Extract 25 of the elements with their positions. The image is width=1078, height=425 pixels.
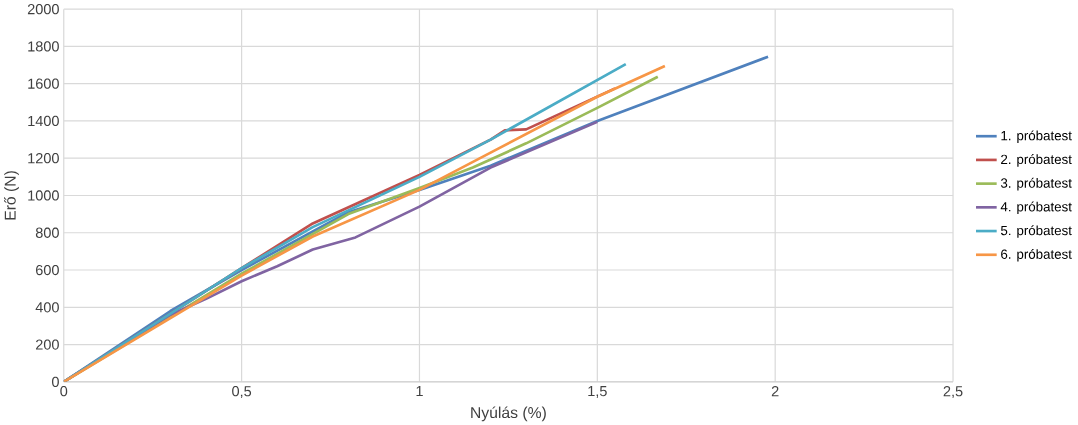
x-tick-label: 0,5 bbox=[232, 385, 252, 398]
legend-label: 5. próbatest bbox=[1000, 225, 1072, 238]
y-tick-label: 1200 bbox=[28, 152, 59, 164]
y-tick-label: 400 bbox=[35, 302, 59, 313]
y-tick-label: 800 bbox=[35, 227, 59, 238]
y-tick-label: 600 bbox=[36, 264, 59, 276]
y-tick-label: 1800 bbox=[28, 41, 59, 52]
y-tick-label: 2000 bbox=[27, 3, 59, 15]
y-axis-title: Erő (N) bbox=[4, 171, 19, 220]
legend-label: 4. próbatest bbox=[1000, 201, 1072, 214]
x-axis-title: Nyúlás (%) bbox=[471, 406, 546, 422]
legend-label: 1. próbatest bbox=[1001, 130, 1072, 143]
y-tick-label: 0 bbox=[51, 376, 59, 387]
legend-label: 3. próbatest bbox=[1000, 177, 1072, 191]
x-tick-label: 1 bbox=[416, 385, 423, 396]
x-tick-label: 2 bbox=[771, 385, 779, 397]
x-tick-label: 0 bbox=[60, 385, 68, 397]
y-tick-label: 1600 bbox=[28, 78, 59, 89]
x-tick-label: 1,5 bbox=[588, 385, 607, 398]
legend-label: 2. próbatest bbox=[1001, 154, 1072, 167]
x-tick-label: 2,5 bbox=[943, 385, 963, 398]
y-tick-label: 1400 bbox=[28, 115, 59, 126]
y-tick-label: 200 bbox=[35, 339, 59, 350]
legend-label: 6. próbatest bbox=[1001, 248, 1072, 262]
y-tick-label: 1000 bbox=[28, 190, 59, 201]
